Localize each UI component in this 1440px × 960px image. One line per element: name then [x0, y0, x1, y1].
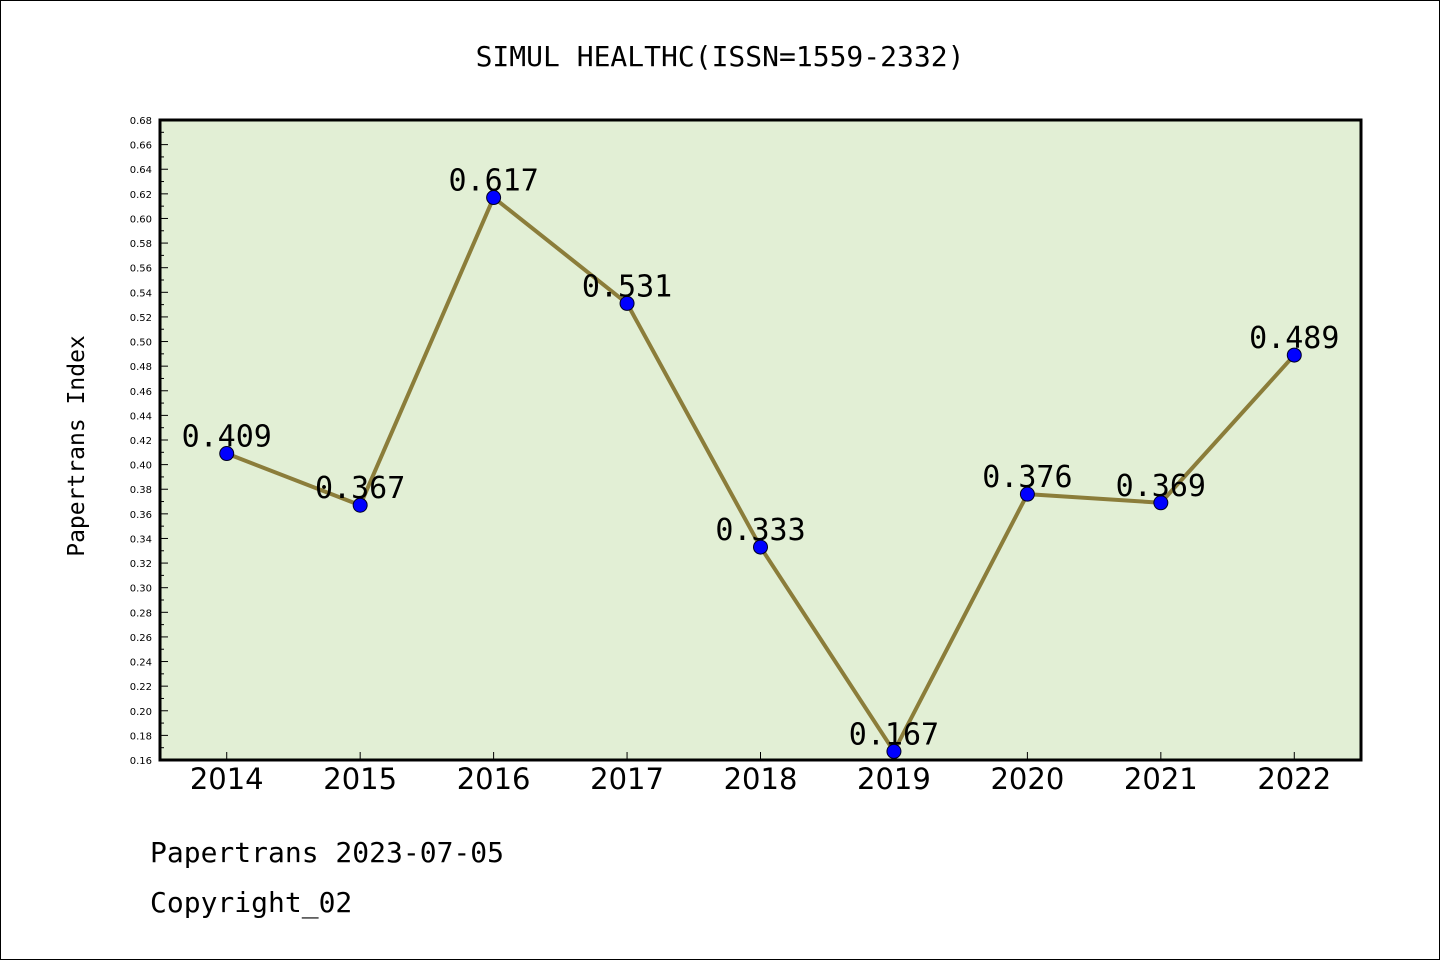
y-tick-label: 0.48 [130, 362, 152, 373]
x-tick-label: 2014 [190, 762, 264, 796]
y-tick-label: 0.60 [130, 214, 152, 225]
y-tick-label: 0.42 [130, 436, 152, 447]
data-label: 0.333 [715, 513, 805, 548]
y-tick-label: 0.54 [130, 288, 152, 299]
x-tick-label: 2015 [323, 762, 397, 796]
data-point [1286, 347, 1302, 363]
x-tick-label: 2018 [724, 762, 798, 796]
y-tick-label: 0.18 [130, 731, 152, 742]
y-tick-label: 0.20 [130, 707, 152, 718]
y-tick-label: 0.34 [130, 534, 152, 545]
data-point [1019, 486, 1035, 502]
y-axis-label: Papertrans Index [64, 335, 90, 557]
data-points [219, 190, 1302, 759]
x-tick-label: 2016 [457, 762, 531, 796]
footer-copyright: Copyright_02 [150, 886, 353, 919]
data-label: 0.617 [448, 164, 538, 199]
data-point [486, 190, 502, 206]
y-tick-label: 0.16 [130, 756, 152, 767]
y-tick-label: 0.66 [130, 141, 152, 152]
y-tick-label: 0.24 [130, 658, 152, 669]
data-point [886, 743, 902, 759]
x-tick-label: 2017 [590, 762, 664, 796]
y-tick-label: 0.64 [130, 165, 152, 176]
y-tick-label: 0.36 [130, 510, 152, 521]
data-labels: 0.409 0.367 0.617 0.531 0.333 0.167 0.376 0.369… [182, 164, 1340, 753]
plot-area [160, 120, 1361, 760]
data-label: 0.367 [315, 471, 405, 506]
y-tick-label: 0.68 [130, 116, 152, 127]
y-tick-label: 0.30 [130, 584, 152, 595]
data-point [753, 539, 768, 555]
data-label: 0.167 [849, 717, 939, 752]
y-tick-label: 0.58 [130, 239, 152, 250]
data-point [352, 497, 368, 513]
data-label: 0.489 [1249, 321, 1339, 356]
y-tick-label: 0.50 [130, 338, 152, 349]
data-label: 0.531 [582, 269, 672, 304]
x-axis: 2014 2015 2016 2017 2018 2019 2020 2021 2022 [190, 752, 1331, 796]
chart-title: SIMUL HEALTHC(ISSN=1559-2332) [476, 40, 965, 73]
data-label: 0.369 [1116, 469, 1206, 504]
data-point [1153, 495, 1169, 511]
y-tick-label: 0.40 [130, 461, 152, 472]
x-tick-label: 2021 [1124, 762, 1198, 796]
data-point [619, 295, 635, 311]
y-axis: 0.16 0.18 0.20 0.22 0.24 0.26 0.28 0.30 0.32 0.34… [130, 116, 168, 767]
y-tick-label: 0.44 [130, 411, 152, 422]
y-tick-label: 0.46 [130, 387, 152, 398]
data-label: 0.376 [982, 460, 1072, 495]
y-tick-label: 0.32 [130, 559, 152, 570]
x-tick-label: 2022 [1257, 762, 1331, 796]
y-tick-label: 0.52 [130, 313, 152, 324]
footer-date: Papertrans 2023-07-05 [150, 836, 505, 869]
x-tick-label: 2019 [857, 762, 931, 796]
x-tick-label: 2020 [990, 762, 1064, 796]
plot-border [158, 118, 1363, 762]
y-tick-label: 0.28 [130, 608, 152, 619]
y-tick-label: 0.56 [130, 264, 152, 275]
y-tick-label: 0.38 [130, 485, 152, 496]
data-point [219, 446, 235, 462]
y-tick-label: 0.26 [130, 633, 152, 644]
y-tick-label: 0.22 [130, 682, 152, 693]
y-tick-label: 0.62 [130, 190, 152, 201]
data-label: 0.409 [182, 420, 272, 455]
